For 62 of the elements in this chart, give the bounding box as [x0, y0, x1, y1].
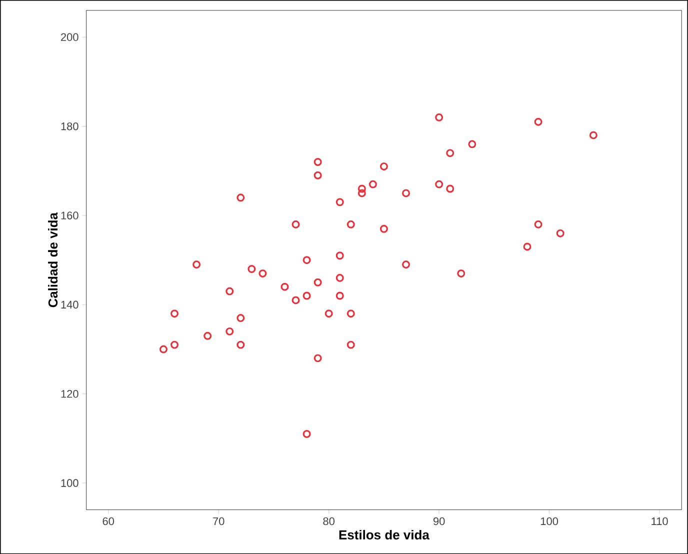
point	[468, 140, 476, 148]
point	[446, 184, 454, 193]
point	[446, 149, 454, 158]
point	[258, 269, 267, 278]
point	[314, 278, 322, 286]
point	[346, 220, 355, 228]
point	[170, 310, 178, 318]
y-tick-label: 140	[61, 300, 78, 309]
point	[302, 256, 311, 264]
x-tick-label: 60	[102, 517, 114, 526]
x-tick-label: 110	[652, 517, 668, 526]
y-tick-label: 180	[61, 122, 78, 130]
point	[314, 171, 322, 180]
y-tick-label: 100	[61, 479, 78, 487]
point	[159, 345, 168, 354]
point	[380, 162, 388, 170]
point	[236, 340, 245, 349]
point	[336, 274, 344, 282]
point	[402, 260, 410, 268]
point	[248, 264, 256, 273]
point	[192, 260, 201, 268]
point	[346, 310, 355, 318]
point	[292, 220, 300, 228]
point	[534, 118, 542, 126]
point	[236, 194, 245, 202]
x-tick-label: 70	[213, 517, 224, 526]
point	[226, 287, 234, 296]
point	[170, 340, 178, 349]
y-tick-label: 200	[61, 33, 78, 41]
point	[336, 252, 344, 260]
point	[314, 354, 322, 362]
point	[346, 340, 355, 349]
y-tick-label: 160	[61, 212, 78, 220]
x-tick-label: 100	[540, 517, 558, 526]
point	[457, 269, 466, 278]
point	[324, 310, 333, 318]
point	[292, 296, 300, 304]
point	[380, 224, 388, 233]
point	[358, 189, 366, 198]
point	[523, 242, 532, 251]
point	[336, 292, 344, 300]
point	[556, 229, 564, 238]
point	[534, 220, 542, 228]
point	[302, 430, 311, 438]
point	[314, 158, 322, 166]
y-axis-title: Calidad de vida	[48, 212, 58, 308]
y-tick-label: 120	[61, 390, 78, 398]
point	[435, 180, 444, 188]
point	[358, 184, 366, 193]
point	[589, 131, 598, 140]
point	[402, 189, 410, 198]
point	[204, 332, 212, 340]
x-axis-title: Estilos de vida	[339, 530, 430, 540]
point	[368, 180, 377, 188]
point	[280, 282, 289, 291]
point	[435, 113, 444, 122]
x-tick-label: 90	[433, 517, 445, 526]
point	[302, 292, 311, 300]
point	[336, 198, 344, 206]
x-tick-label: 80	[323, 517, 335, 526]
point	[226, 327, 234, 336]
point	[236, 314, 245, 322]
